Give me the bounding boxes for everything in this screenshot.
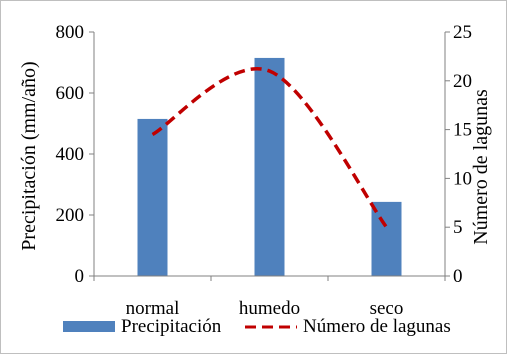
line-numero-de-lagunas	[151, 67, 388, 229]
y-axis-title: Precipitación (mm/año)	[18, 61, 40, 250]
y-tick-label: 400	[56, 144, 85, 165]
plot-area: 0 200 400 600 800 0 5 10 15 20 25 normal humedo seco	[56, 22, 473, 319]
y-tick-label: 200	[56, 205, 85, 226]
y-tick-label: 800	[56, 22, 85, 43]
legend: Precipitación Número de lagunas	[63, 316, 451, 337]
y2-tick-label: 5	[453, 217, 463, 238]
x-tick-label-seco: seco	[370, 298, 404, 319]
bar-humedo	[254, 57, 285, 276]
y2-tick-label: 15	[453, 120, 472, 141]
legend-label-precipitacion: Precipitación	[121, 316, 222, 337]
y2-axis-title: Número de lagunas	[470, 89, 492, 245]
y2-tick-label: 0	[453, 266, 463, 287]
y2-tick-label: 25	[453, 22, 472, 43]
x-tick-label-humedo: humedo	[239, 298, 300, 319]
legend-swatch-precipitacion	[63, 321, 115, 332]
x-tick-label-normal: normal	[126, 298, 180, 319]
y-tick-label: 600	[56, 83, 85, 104]
legend-label-lagunas: Número de lagunas	[303, 316, 451, 337]
bar-seco	[371, 201, 402, 276]
y2-tick-label: 20	[453, 71, 472, 92]
y2-tick-label: 10	[453, 168, 472, 189]
y-tick-label: 0	[75, 266, 85, 287]
bar-normal	[137, 118, 168, 276]
